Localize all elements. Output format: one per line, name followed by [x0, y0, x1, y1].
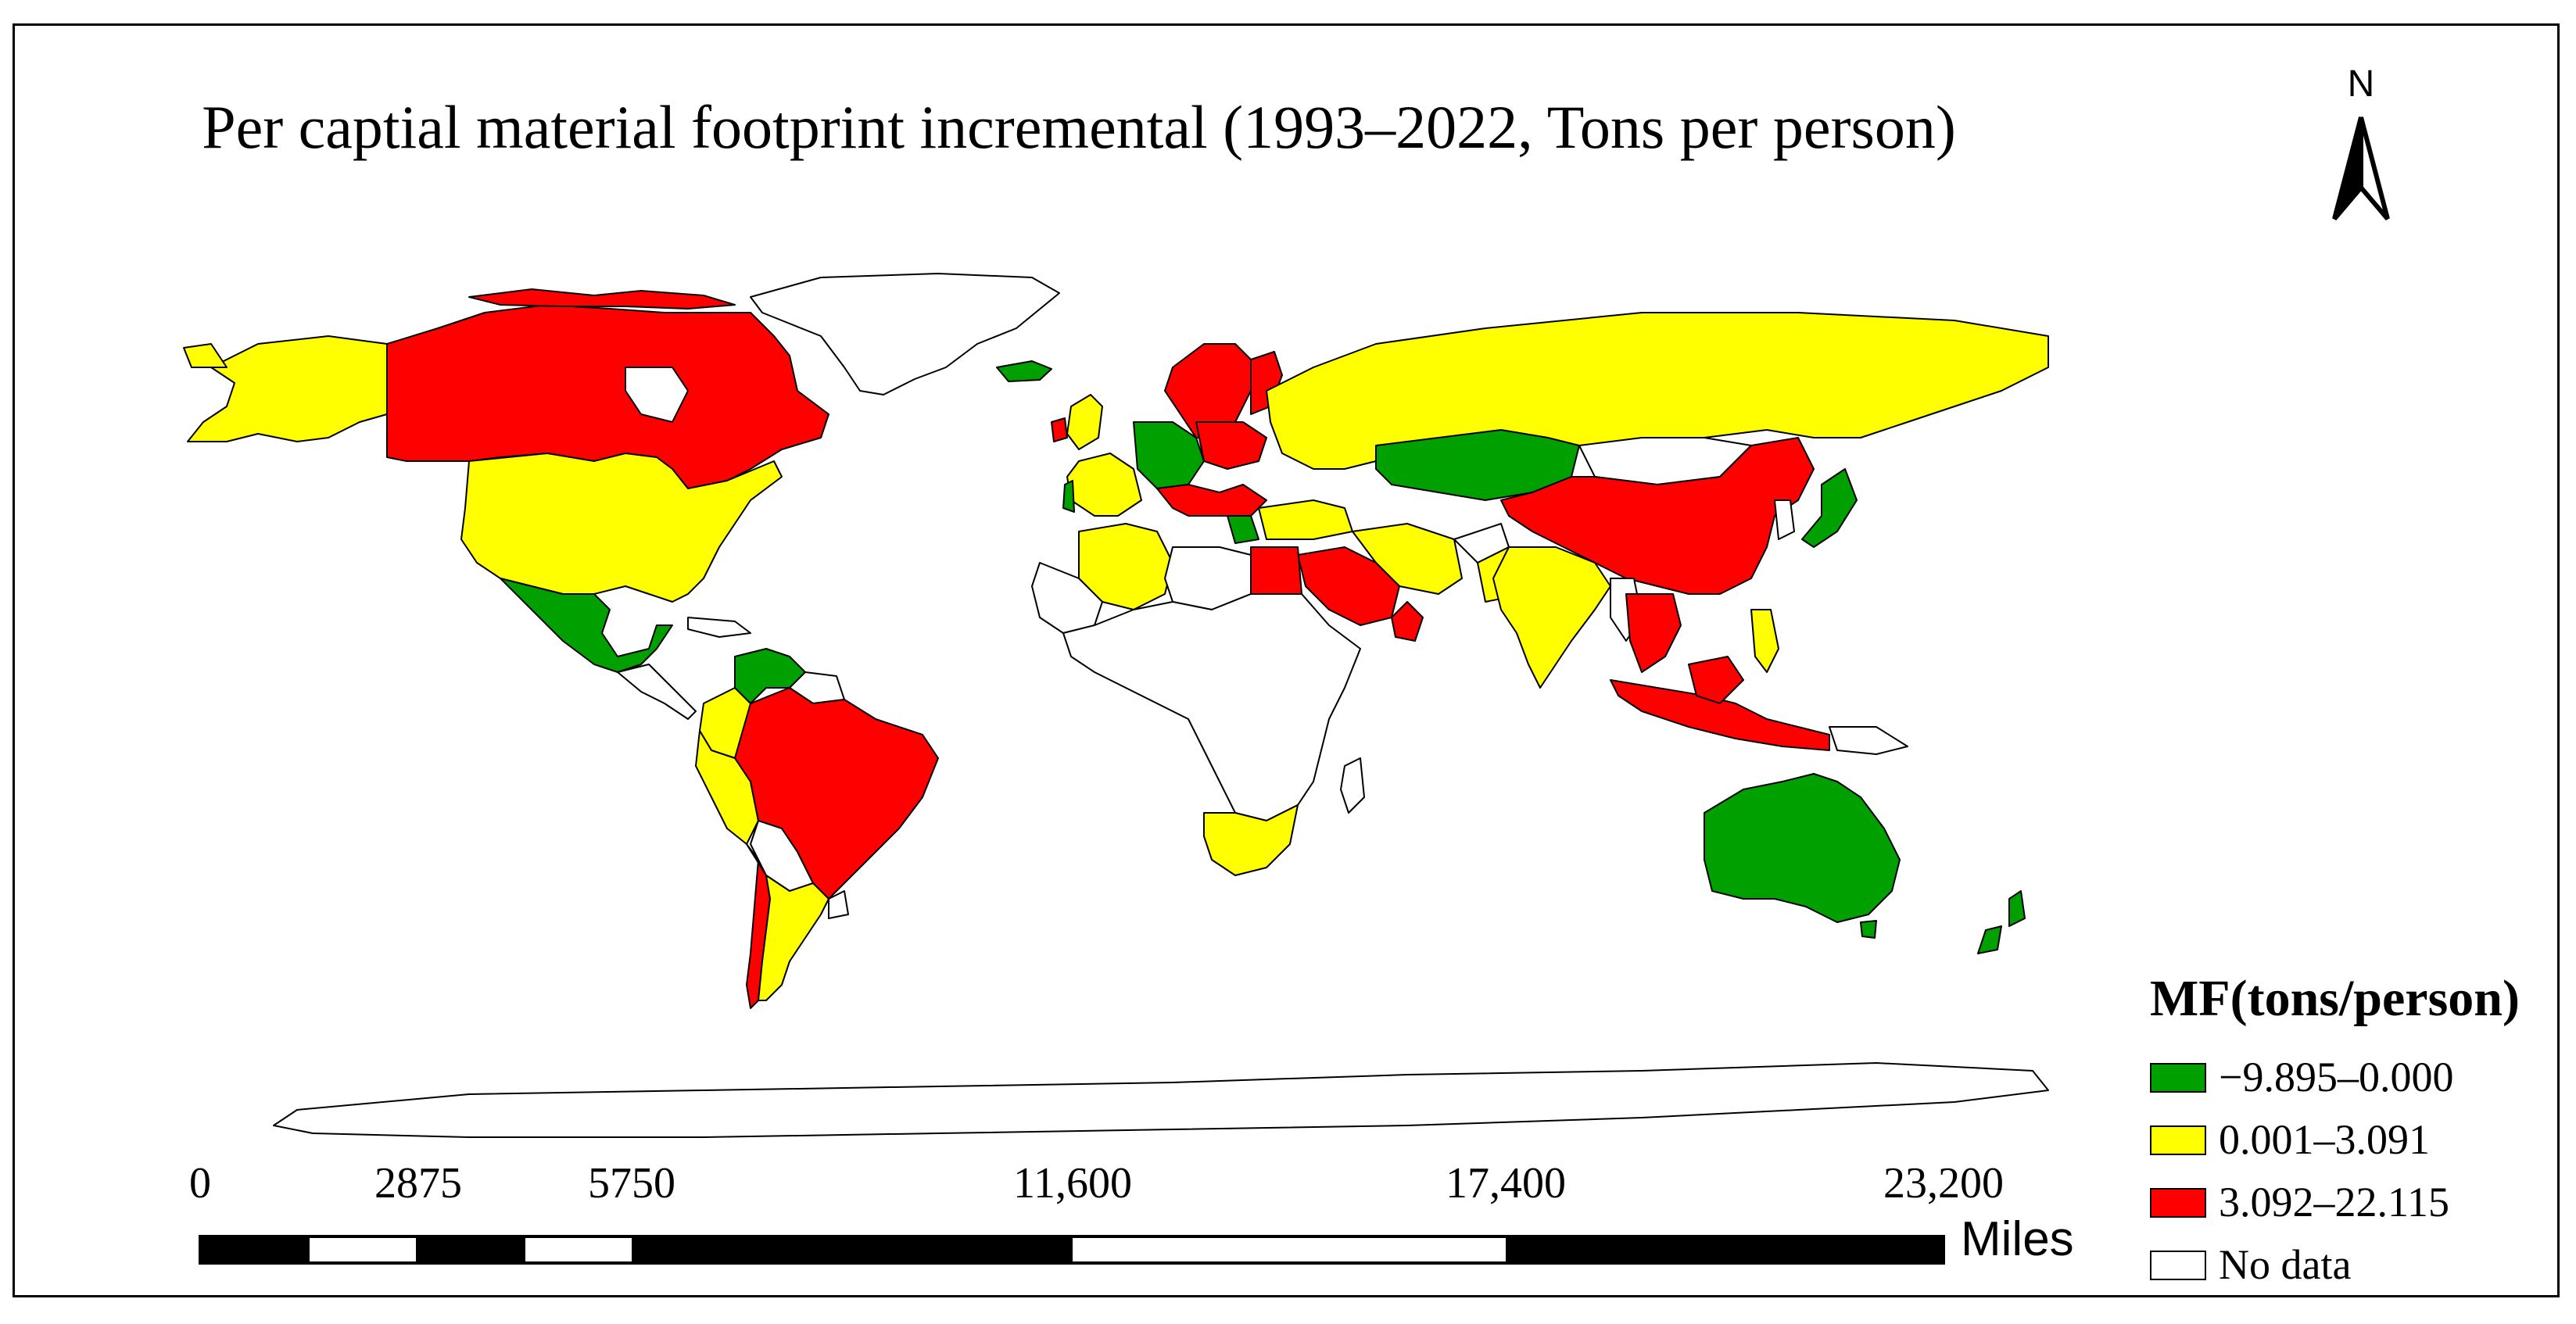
region-italy-balkans: [1156, 484, 1267, 517]
region-germany-central: [1133, 421, 1205, 489]
legend-swatch: [2150, 1251, 2206, 1280]
region-uruguay: [828, 890, 849, 919]
north-label: N: [2347, 63, 2375, 105]
legend-label: 0.001–3.091: [2219, 1116, 2430, 1163]
region-uk: [1066, 394, 1103, 450]
region-tasmania: [1860, 920, 1877, 939]
region-central-america: [617, 664, 697, 720]
legend: MF(tons/person) −9.895–0.000 0.001–3.091…: [2150, 969, 2556, 1297]
region-south-africa: [1203, 804, 1299, 876]
region-india: [1492, 546, 1611, 689]
region-egypt: [1250, 546, 1302, 595]
region-borneo: [1688, 656, 1744, 704]
region-australia: [1704, 773, 1901, 923]
legend-title: MF(tons/person): [2150, 970, 2520, 1027]
map-title: Per captial material footprint increment…: [202, 93, 1956, 161]
region-hudson-bay: [625, 367, 689, 423]
region-mexico: [500, 578, 673, 673]
north-arrow-icon: [2332, 116, 2390, 220]
legend-swatch: [2150, 1125, 2206, 1155]
scale-tick-label: 0: [189, 1159, 211, 1208]
legend-item-low-increase: 0.001–3.091: [2150, 1116, 2556, 1163]
region-caribbean: [687, 617, 751, 638]
region-turkey: [1258, 499, 1353, 540]
region-japan: [1801, 468, 1858, 548]
scale-unit: Miles: [1961, 1212, 2074, 1266]
region-greenland: [750, 273, 1060, 395]
region-poland-baltic: [1195, 421, 1267, 470]
north-arrow: N: [2314, 63, 2408, 234]
region-oman: [1391, 601, 1424, 642]
region-antarctica: [273, 1062, 2049, 1138]
region-peru: [695, 730, 759, 845]
region-ireland: [1051, 417, 1068, 442]
legend-label: No data: [2219, 1241, 2352, 1288]
scale-tick-label: 2875: [374, 1159, 462, 1208]
region-argentina: [758, 875, 829, 1001]
region-new-zealand: [2008, 890, 2026, 927]
region-alaska: [187, 335, 388, 442]
region-china: [1500, 437, 1815, 595]
scale-tick-label: 17,400: [1446, 1159, 1566, 1208]
legend-label: −9.895–0.000: [2219, 1054, 2454, 1100]
region-thailand-vietnam: [1625, 593, 1682, 673]
region-png: [1829, 726, 1908, 755]
region-greece: [1227, 515, 1259, 544]
legend-item-high-increase: 3.092–22.115: [2150, 1179, 2556, 1226]
region-madagascar: [1340, 757, 1365, 814]
scale-tick-label: 23,200: [1883, 1159, 2004, 1208]
legend-swatch: [2150, 1063, 2206, 1093]
legend-swatch: [2150, 1188, 2206, 1218]
scale-tick-label: 5750: [588, 1159, 675, 1208]
region-africa-central: [1062, 593, 1361, 821]
legend-label: 3.092–22.115: [2219, 1179, 2449, 1226]
region-iceland: [996, 360, 1052, 382]
region-russia: [1266, 312, 2049, 470]
region-alaska-west: [183, 343, 228, 368]
region-canada-islands: [468, 288, 736, 310]
region-portugal: [1062, 480, 1075, 513]
region-philippines: [1750, 609, 1779, 673]
region-new-zealand-south: [1977, 925, 2002, 954]
scale-tick-label: 11,600: [1013, 1159, 1132, 1208]
legend-item-decrease: −9.895–0.000: [2150, 1054, 2556, 1100]
region-korea: [1774, 499, 1795, 540]
legend-item-no-data: No data: [2150, 1241, 2556, 1288]
region-france-spain: [1066, 453, 1142, 517]
